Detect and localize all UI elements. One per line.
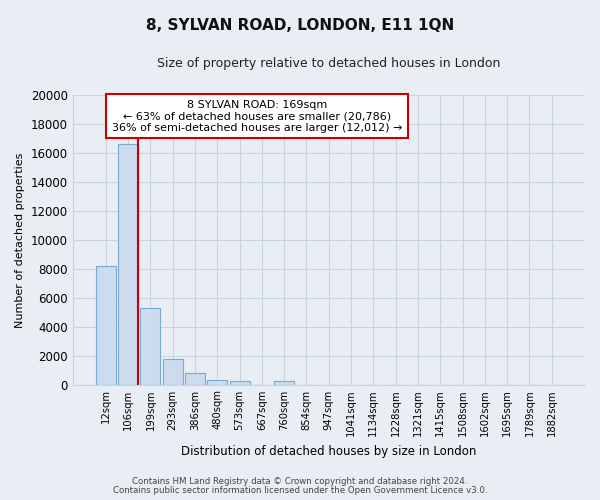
Bar [96,266,116,384]
Bar [207,380,227,384]
Text: 8, SYLVAN ROAD, LONDON, E11 1QN: 8, SYLVAN ROAD, LONDON, E11 1QN [146,18,454,32]
Bar [163,359,183,384]
Text: 8 SYLVAN ROAD: 169sqm
← 63% of detached houses are smaller (20,786)
36% of semi-: 8 SYLVAN ROAD: 169sqm ← 63% of detached … [112,100,402,133]
Title: Size of property relative to detached houses in London: Size of property relative to detached ho… [157,58,500,70]
X-axis label: Distribution of detached houses by size in London: Distribution of detached houses by size … [181,444,476,458]
Bar [140,308,160,384]
Bar [230,380,250,384]
Bar [274,380,294,384]
Bar [118,144,138,384]
Text: Contains public sector information licensed under the Open Government Licence v3: Contains public sector information licen… [113,486,487,495]
Text: Contains HM Land Registry data © Crown copyright and database right 2024.: Contains HM Land Registry data © Crown c… [132,477,468,486]
Bar [185,373,205,384]
Y-axis label: Number of detached properties: Number of detached properties [15,152,25,328]
